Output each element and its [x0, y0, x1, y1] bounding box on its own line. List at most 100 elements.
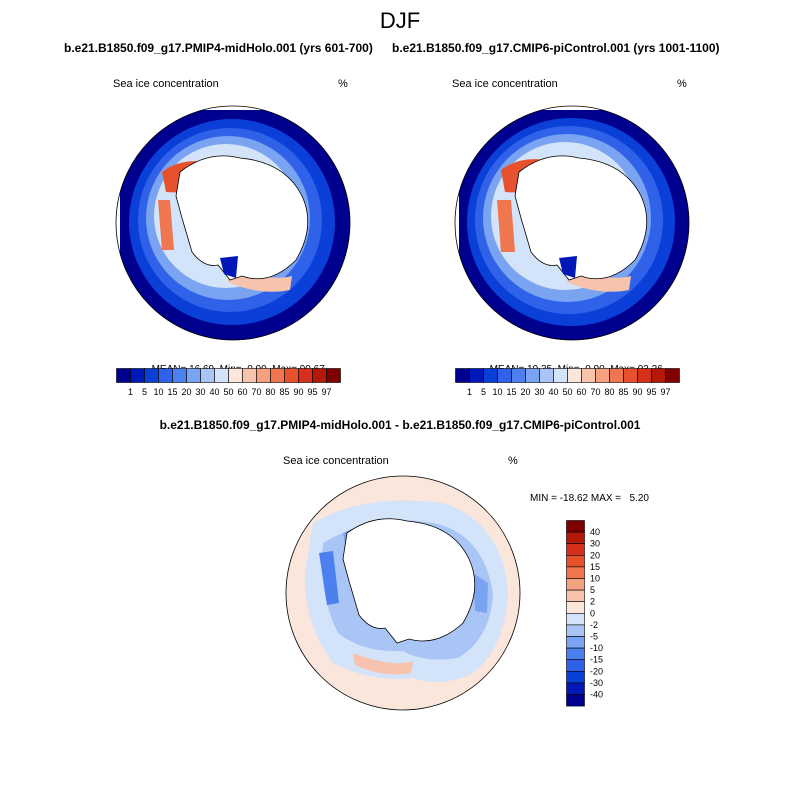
diff-colorbar-swatch [566, 694, 585, 707]
panel-2-colorbar-swatch [567, 368, 582, 383]
panel-1-colorbar-swatch [270, 368, 285, 383]
diff-units-label: % [508, 455, 518, 467]
panel-1-colorbar-tick-label: 20 [181, 387, 191, 397]
panel-1-colorbar-tick-label: 60 [237, 387, 247, 397]
diff-colorbar-tick-label: -20 [590, 666, 603, 676]
panel-1-colorbar-swatch [284, 368, 299, 383]
panel-2-colorbar-tick-label: 20 [520, 387, 530, 397]
panel-1-colorbar-tick-label: 80 [265, 387, 275, 397]
panel-2-colorbar-tick-label: 40 [548, 387, 558, 397]
panel-1-colorbar-swatch [144, 368, 159, 383]
panel-1-colorbar-tick-label: 5 [142, 387, 147, 397]
diff-colorbar-tick-label: -40 [590, 690, 603, 700]
panel-2-colorbar-tick-label: 85 [618, 387, 628, 397]
diff-colorbar-swatch [566, 636, 585, 649]
diff-colorbar-swatch [566, 682, 585, 695]
diff-colorbar-tick-label: 40 [590, 527, 600, 537]
panel-2-colorbar-swatch [581, 368, 596, 383]
panel-1-antarctica [175, 155, 309, 281]
panel-2-units-label: % [677, 78, 687, 90]
diff-antarctica [342, 518, 476, 644]
panel-1-colorbar-tick-label: 85 [279, 387, 289, 397]
diff-map [285, 475, 521, 711]
panel-2-antarctica [514, 155, 648, 281]
diff-colorbar-swatch [566, 566, 585, 579]
panel-1-colorbar-swatch [228, 368, 243, 383]
panel-1-colorbar-swatch [130, 368, 145, 383]
panel-2-run-title: b.e21.B1850.f09_g17.CMIP6-piControl.001 … [392, 41, 720, 55]
diff-blue-ross [319, 551, 339, 605]
panel-1-map [115, 105, 351, 341]
panel-1-colorbar-tick-label: 1 [128, 387, 133, 397]
panel-2-colorbar-swatch [455, 368, 470, 383]
panel-1-ross-red [158, 200, 174, 250]
panel-1-colorbar-tick-label: 10 [153, 387, 163, 397]
page-title: DJF [379, 8, 421, 33]
panel-1-colorbar-tick-label: 95 [307, 387, 317, 397]
panel-2-colorbar-tick-label: 97 [660, 387, 670, 397]
diff-colorbar-tick-label: 5 [590, 585, 595, 595]
panel-2-colorbar-swatch [609, 368, 624, 383]
panel-1-colorbar-swatch [214, 368, 229, 383]
diff-colorbar-tick-label: 10 [590, 574, 600, 584]
panel-1-colorbar: 1 5 10 15 20 30 40 50 60 70 80 85 90 95 97 [116, 368, 341, 397]
panel-2-variable-label: Sea ice concentration [452, 78, 558, 90]
diff-colorbar-swatch [566, 671, 585, 684]
panel-2-colorbar-swatch [497, 368, 512, 383]
panel-2-colorbar-swatch [539, 368, 554, 383]
panel-1-colorbar-tick-label: 15 [167, 387, 177, 397]
panel-1-colorbar-swatch [172, 368, 187, 383]
diff-colorbar-swatch [566, 543, 585, 556]
diff-colorbar-tick-label: -10 [590, 643, 603, 653]
diff-colorbar-swatch [566, 613, 585, 626]
panel-2-colorbar: 1 5 10 15 20 30 40 50 60 70 80 85 90 95 97 [455, 368, 680, 397]
diff-colorbar-tick-label: 2 [590, 597, 595, 607]
panel-2-colorbar-swatch [637, 368, 652, 383]
panel-1-colorbar-swatch [200, 368, 215, 383]
panel-1-colorbar-tick-label: 30 [195, 387, 205, 397]
panel-1-colorbar-tick-label: 90 [293, 387, 303, 397]
diff-colorbar-tick-label: 0 [590, 608, 595, 618]
panel-1-colorbar-swatch [326, 368, 341, 383]
diff-colorbar-tick-label: 20 [590, 550, 600, 560]
panel-1-run-title: b.e21.B1850.f09_g17.PMIP4-midHolo.001 (y… [64, 41, 373, 55]
panel-2-colorbar-swatch [665, 368, 680, 383]
panel-1-colorbar-swatch [298, 368, 313, 383]
panel-2-colorbar-tick-label: 70 [590, 387, 600, 397]
diff-colorbar-tick-label: -2 [590, 620, 598, 630]
panel-2-colorbar-tick-label: 90 [632, 387, 642, 397]
panel-1-colorbar-swatch [256, 368, 271, 383]
panel-2-ross-red [497, 200, 515, 252]
panel-2-colorbar-swatch [595, 368, 610, 383]
panel-2-colorbar-tick-label: 30 [534, 387, 544, 397]
diff-colorbar-swatch [566, 647, 585, 661]
panel-1-colorbar-swatch [116, 368, 131, 383]
diff-colorbar-swatch [566, 554, 585, 568]
panel-1-colorbar-tick-label: 97 [321, 387, 331, 397]
panel-2-colorbar-tick-label: 15 [506, 387, 516, 397]
diff-colorbar-tick-label: -15 [590, 655, 603, 665]
panel-1-colorbar-swatch [242, 368, 257, 383]
panel-2-colorbar-tick-label: 60 [576, 387, 586, 397]
diff-variable-label: Sea ice concentration [283, 455, 389, 467]
panel-1-variable-label: Sea ice concentration [113, 78, 219, 90]
panel-2-colorbar-tick-label: 1 [467, 387, 472, 397]
diff-colorbar-swatch [566, 520, 585, 533]
diff-minmax: MIN = -18.62 MAX = 5.20 [530, 493, 649, 504]
diff-colorbar-swatch [566, 589, 585, 602]
panel-2-bay-blue [559, 256, 577, 278]
diff-blue-east [473, 573, 488, 613]
panel-2-colorbar-tick-label: 10 [492, 387, 502, 397]
panel-1-bay-blue [220, 256, 238, 278]
diff-colorbar-tick-label: -30 [590, 678, 603, 688]
panel-1-colorbar-swatch [186, 368, 201, 383]
panel-1-units-label: % [338, 78, 348, 90]
diff-colorbar-swatch [566, 531, 585, 545]
panel-1-colorbar-tick-label: 50 [223, 387, 233, 397]
diff-colorbar-swatch [566, 624, 585, 637]
diff-colorbar-swatch [566, 601, 585, 614]
panel-1-colorbar-swatch [312, 368, 327, 383]
panel-2-colorbar-swatch [623, 368, 638, 383]
panel-2-colorbar-swatch [511, 368, 526, 383]
panel-2-colorbar-tick-label: 95 [646, 387, 656, 397]
